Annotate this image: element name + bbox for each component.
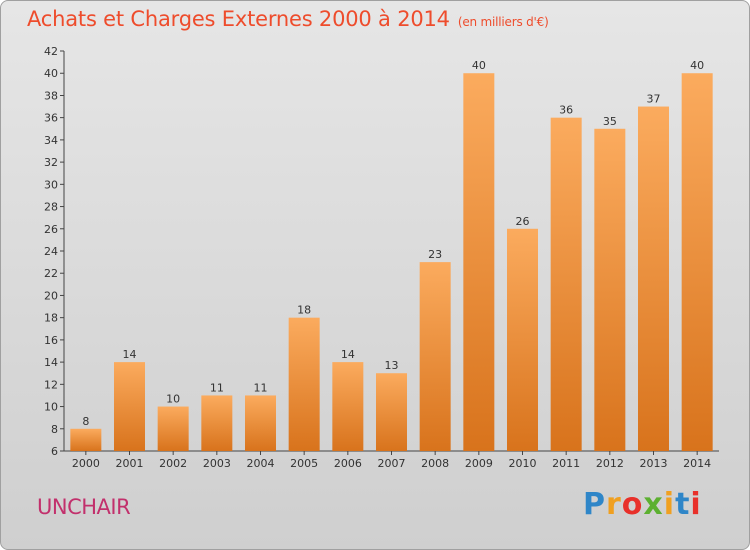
- x-tick-label: 2013: [640, 457, 668, 470]
- bar-2006: [332, 362, 364, 451]
- bar-2003: [201, 395, 233, 451]
- y-tick-label: 8: [51, 423, 58, 436]
- bar-2010: [507, 228, 538, 451]
- logo-letter: i: [690, 487, 702, 522]
- data-label: 35: [603, 115, 617, 128]
- data-label: 36: [559, 104, 573, 117]
- y-tick-label: 16: [44, 334, 58, 347]
- bar-2005: [288, 317, 320, 451]
- bar-2011: [550, 117, 582, 452]
- logo-letter: P: [583, 487, 606, 522]
- commune-name: UNCHAIR: [37, 495, 131, 519]
- bar-2013: [638, 106, 669, 452]
- data-label: 40: [690, 59, 704, 72]
- data-label: 10: [166, 393, 180, 406]
- y-tick-label: 6: [51, 445, 58, 458]
- bar-2000: [70, 428, 102, 451]
- data-label: 11: [210, 381, 224, 394]
- logo-letter: i: [663, 487, 676, 522]
- data-label: 23: [428, 248, 442, 261]
- bar-2014: [681, 73, 713, 451]
- logo-letter: t: [675, 487, 691, 522]
- y-tick-label: 42: [44, 45, 58, 58]
- y-tick-label: 36: [44, 112, 58, 125]
- bar-2008: [419, 262, 451, 451]
- y-tick-label: 28: [44, 201, 58, 214]
- x-tick-label: 2011: [552, 457, 580, 470]
- bars: 8 14 10 11 11 18 14 13 23 40 26 36 35 37 40: [70, 59, 713, 452]
- x-tick-label: 2007: [378, 457, 406, 470]
- data-label: 18: [297, 304, 311, 317]
- data-label: 8: [82, 415, 89, 428]
- bar-2012: [594, 128, 626, 451]
- y-tick-label: 24: [44, 245, 58, 258]
- x-tick-label: 2000: [72, 457, 100, 470]
- x-tick-label: 2003: [203, 457, 231, 470]
- proxiti-logo: Proxiti: [583, 487, 702, 522]
- x-tick-label: 2012: [596, 457, 624, 470]
- logo-letter: o: [621, 487, 644, 522]
- y-tick-label: 30: [44, 178, 58, 191]
- data-label: 11: [254, 381, 268, 394]
- y-tick-label: 18: [44, 312, 58, 325]
- y-tick-label: 20: [44, 289, 58, 302]
- y-tick-label: 34: [44, 134, 58, 147]
- bar-2007: [376, 373, 407, 451]
- data-label: 26: [516, 215, 530, 228]
- x-tick-label: 2005: [290, 457, 318, 470]
- logo-letter: r: [606, 487, 622, 522]
- x-tick-label: 2014: [683, 457, 711, 470]
- data-label: 14: [123, 348, 137, 361]
- x-tick-label: 2002: [159, 457, 187, 470]
- y-tick-label: 12: [44, 378, 58, 391]
- x-tick-label: 2009: [465, 457, 493, 470]
- x-axis: 2000 2001 2002 2003 2004 2005 2006 2007 2008 2009…: [64, 450, 719, 470]
- y-tick-label: 38: [44, 89, 58, 102]
- y-tick-label: 22: [44, 267, 58, 280]
- data-label: 14: [341, 348, 355, 361]
- y-tick-label: 32: [44, 156, 58, 169]
- chart-title: Achats et Charges Externes 2000 à 2014 (e…: [27, 7, 549, 31]
- x-tick-label: 2004: [247, 457, 275, 470]
- data-label: 40: [472, 59, 486, 72]
- y-tick-label: 10: [44, 401, 58, 414]
- chart-subtitle: (en milliers d'€): [457, 15, 549, 29]
- bar-2001: [114, 362, 145, 451]
- x-tick-label: 2006: [334, 457, 362, 470]
- y-tick-label: 40: [44, 67, 58, 80]
- bar-2004: [245, 395, 276, 451]
- data-label: 37: [647, 93, 661, 106]
- y-tick-label: 26: [44, 223, 58, 236]
- x-tick-label: 2010: [509, 457, 537, 470]
- y-tick-label: 14: [44, 356, 58, 369]
- bar-2009: [463, 73, 495, 451]
- logo-letter: x: [643, 487, 664, 522]
- x-tick-label: 2008: [421, 457, 449, 470]
- bar-2002: [157, 406, 189, 451]
- y-axis: 6 8 10 12 14 16 18 20 22 24 26 28 30 32 34 36 38 40 42: [44, 45, 65, 458]
- x-tick-label: 2001: [116, 457, 144, 470]
- data-label: 13: [385, 359, 399, 372]
